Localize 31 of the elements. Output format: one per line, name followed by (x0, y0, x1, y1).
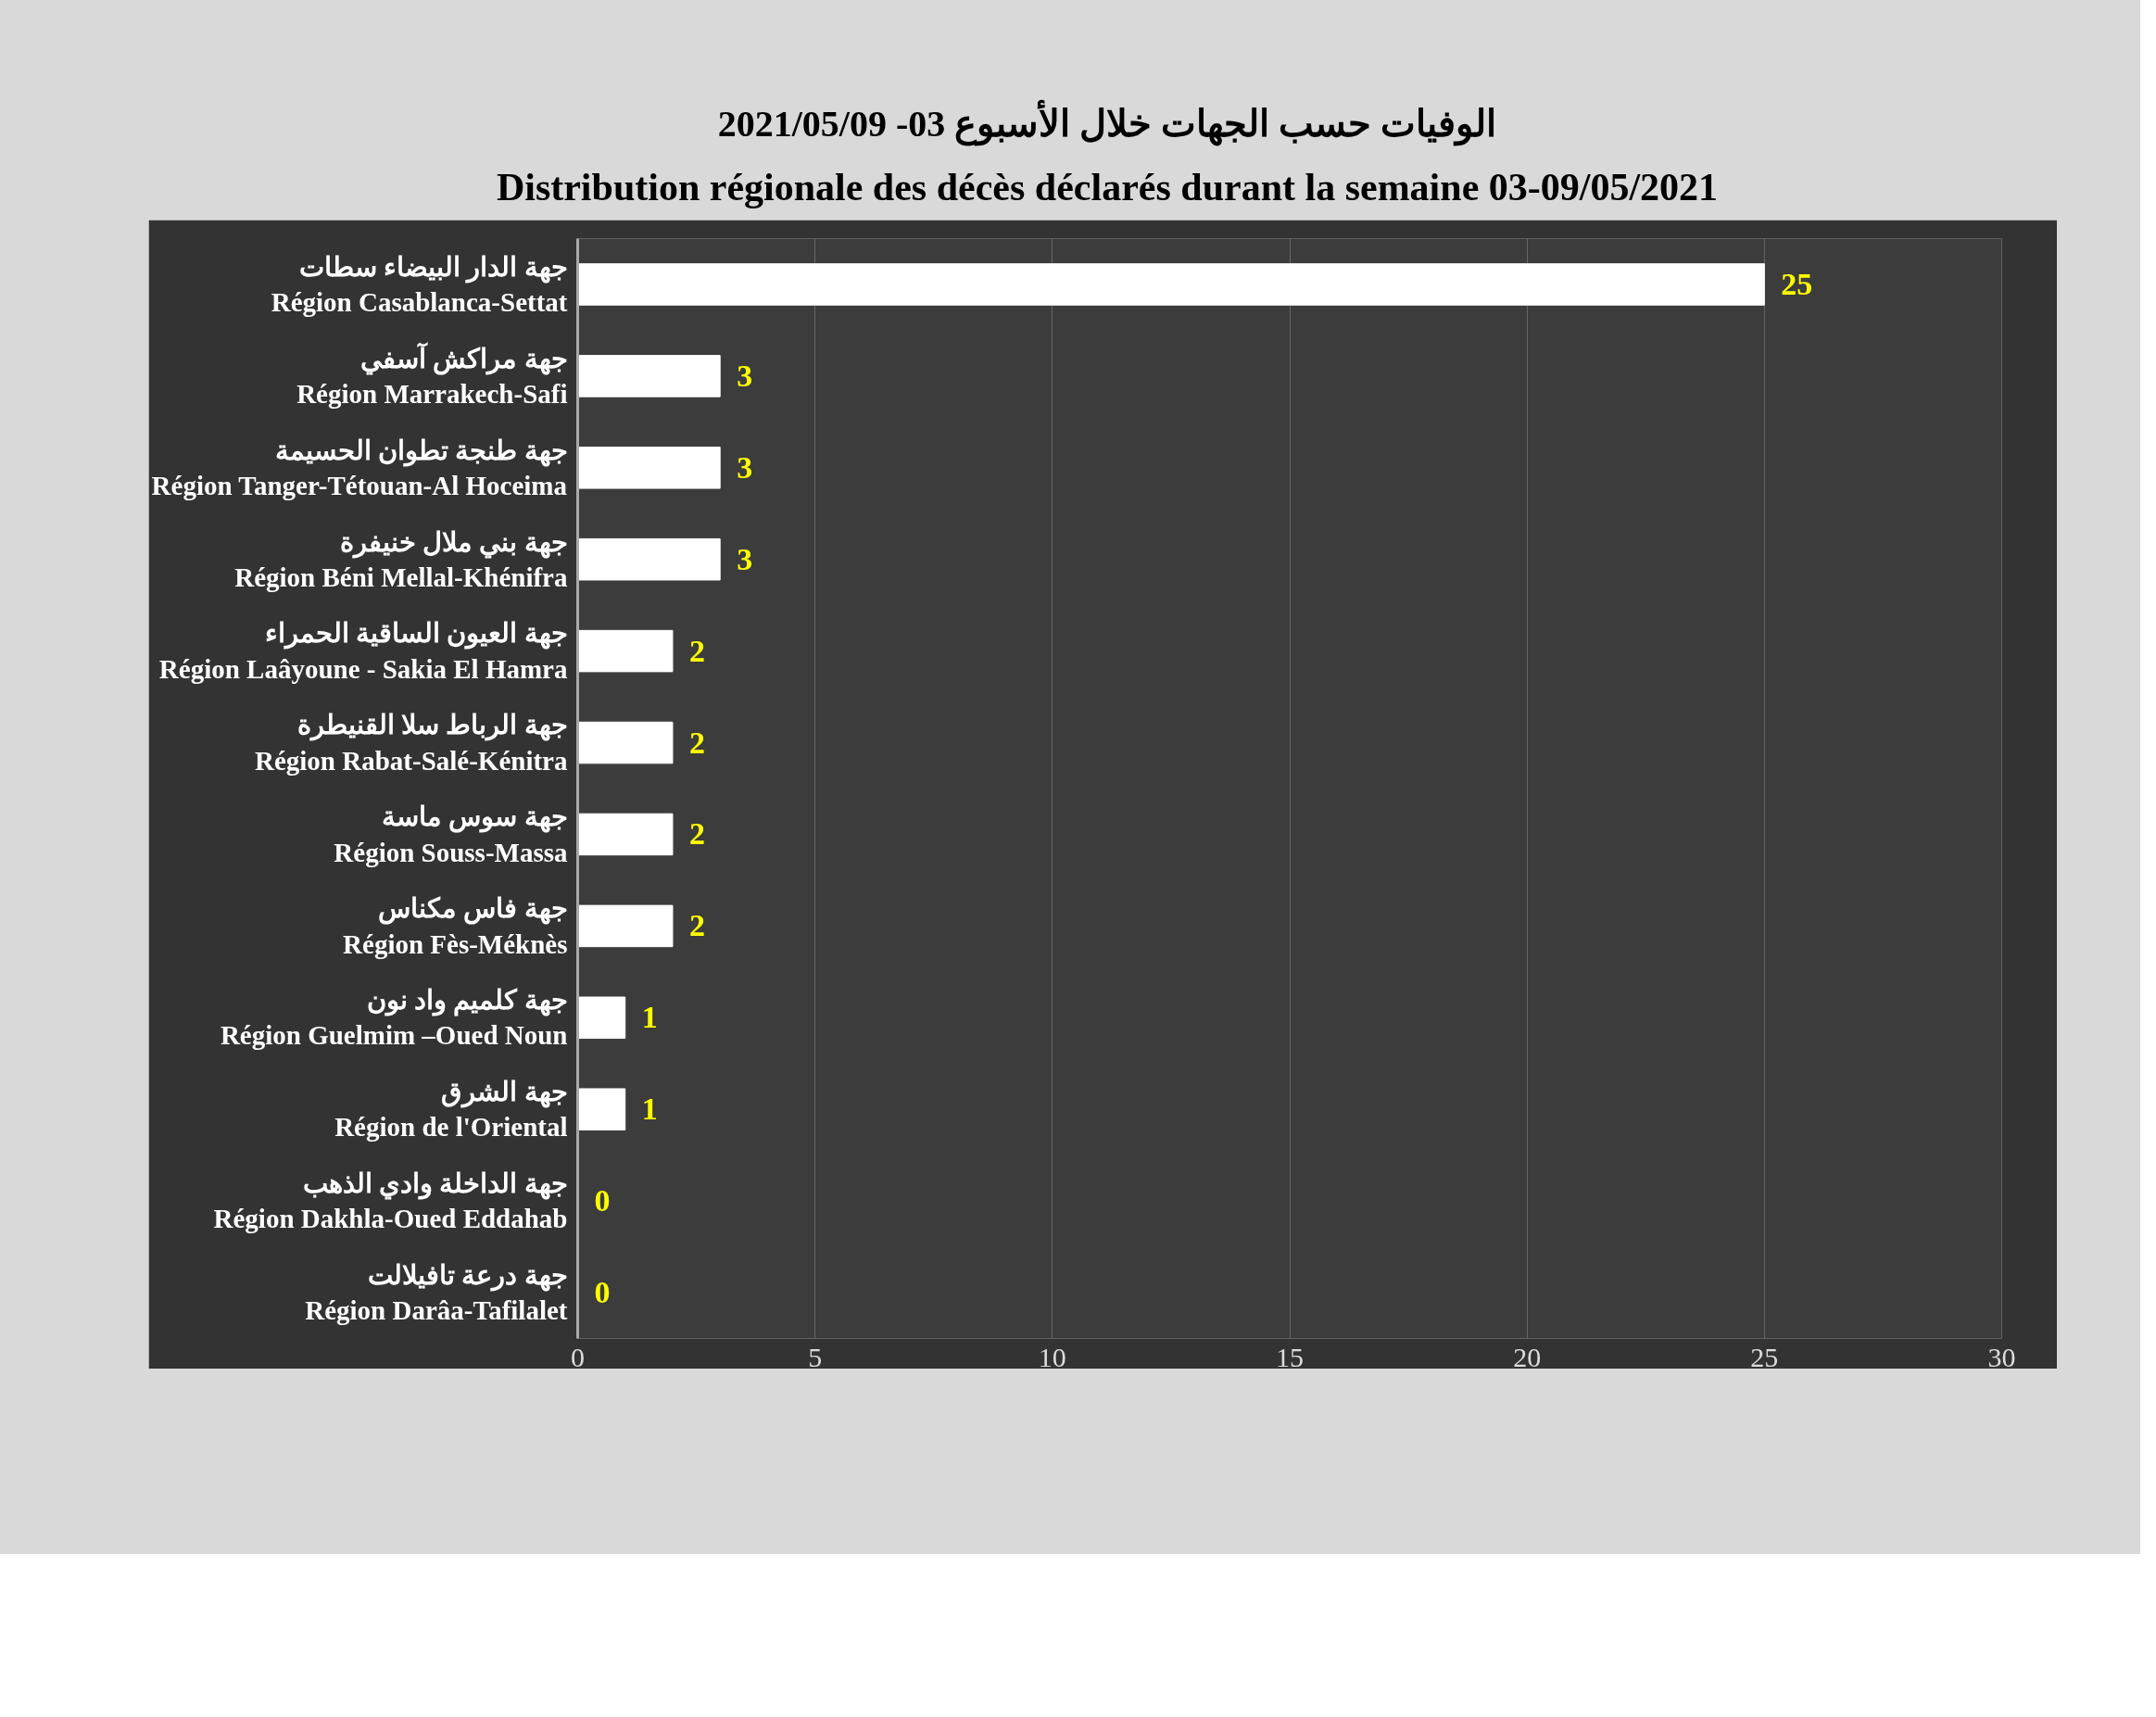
chart-title: الوفيات حسب الجهات خلال الأسبوع 03- 2021/05/09 (717, 98, 1497, 148)
bar (577, 904, 674, 948)
x-tick-label: 30 (1987, 1341, 2016, 1372)
data-label: 0 (594, 1275, 611, 1310)
bar (577, 355, 721, 398)
x-tick-label: 20 (1513, 1341, 1542, 1372)
bar (577, 263, 1765, 306)
bar (577, 630, 674, 673)
data-label: 3 (737, 449, 753, 485)
data-label: 1 (641, 1000, 658, 1035)
x-tick-label: 25 (1750, 1341, 1779, 1372)
bar (577, 721, 674, 764)
bar (577, 813, 674, 856)
bar (577, 1088, 626, 1131)
data-label: 2 (688, 633, 705, 668)
bar (577, 996, 626, 1040)
x-tick-label: 5 (808, 1341, 823, 1372)
chart-subtitle: Distribution régionale des décès déclarés durant la semaine 03-09/05/2021 (496, 165, 1719, 211)
data-label: 1 (641, 1092, 658, 1127)
data-label: 0 (594, 1183, 611, 1218)
data-label: 25 (1781, 267, 1813, 302)
x-tick-label: 0 (571, 1341, 585, 1372)
x-tick-label: 10 (1038, 1341, 1066, 1372)
data-label: 2 (688, 816, 705, 852)
data-label: 3 (737, 359, 753, 394)
x-tick-label: 15 (1276, 1341, 1304, 1372)
data-label: 2 (688, 725, 705, 760)
data-label: 2 (688, 908, 705, 943)
bar (577, 538, 721, 581)
bar (577, 447, 721, 489)
data-label: 3 (737, 541, 753, 576)
